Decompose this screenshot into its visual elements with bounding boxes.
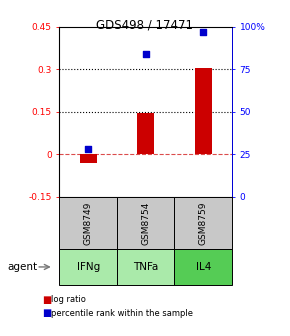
Text: IFNg: IFNg xyxy=(77,262,100,272)
Bar xyxy=(79,154,97,163)
Text: log ratio: log ratio xyxy=(51,295,86,304)
Text: TNFa: TNFa xyxy=(133,262,158,272)
Text: percentile rank within the sample: percentile rank within the sample xyxy=(51,309,193,318)
Point xyxy=(201,29,206,35)
Bar xyxy=(195,68,212,154)
Text: GDS498 / 17471: GDS498 / 17471 xyxy=(97,18,193,32)
Text: ■: ■ xyxy=(42,295,51,305)
Text: IL4: IL4 xyxy=(195,262,211,272)
Point xyxy=(143,51,148,57)
Point xyxy=(86,146,90,152)
Text: agent: agent xyxy=(7,262,37,272)
Text: GSM8749: GSM8749 xyxy=(84,202,93,245)
Text: GSM8759: GSM8759 xyxy=(199,202,208,245)
Text: ■: ■ xyxy=(42,308,51,318)
Bar xyxy=(137,113,154,154)
Text: GSM8754: GSM8754 xyxy=(141,202,150,245)
